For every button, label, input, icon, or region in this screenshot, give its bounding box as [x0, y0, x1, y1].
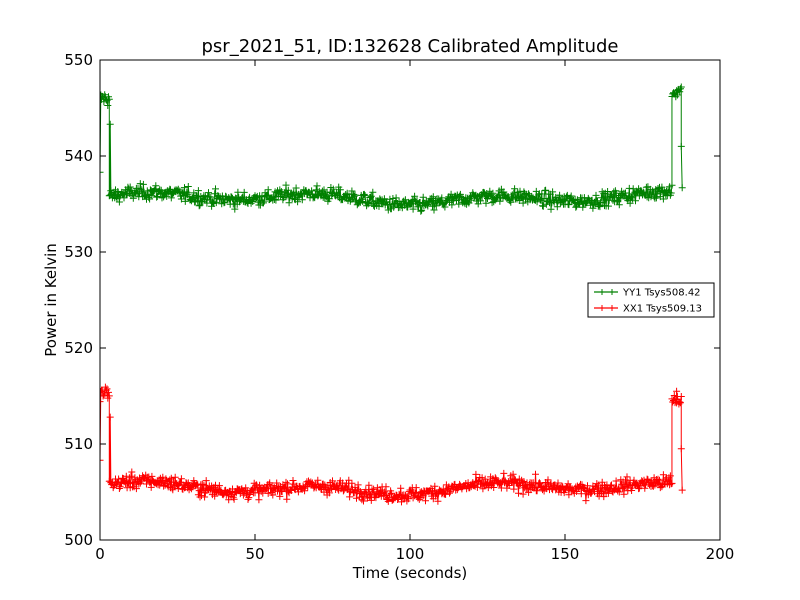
x-tick-label: 150	[551, 545, 580, 563]
legend-label: XX1 Tsys509.13	[623, 304, 702, 315]
y-tick-label: 500	[64, 531, 93, 549]
y-tick-label: 540	[64, 147, 93, 165]
x-axis-label: Time (seconds)	[352, 564, 468, 582]
y-tick-label: 520	[64, 339, 93, 357]
series-1	[100, 383, 686, 506]
chart-title: psr_2021_51, ID:132628 Calibrated Amplit…	[201, 36, 618, 57]
legend: YY1 Tsys508.42 XX1 Tsys509.13	[587, 282, 715, 318]
plot-area	[99, 59, 721, 541]
legend-entry: XX1 Tsys509.13	[594, 304, 702, 315]
y-tick-label: 550	[64, 51, 93, 69]
x-tick-label: 0	[95, 545, 105, 563]
series-0	[100, 83, 686, 215]
legend-label: YY1 Tsys508.42	[622, 288, 701, 299]
y-tick-label: 530	[64, 243, 93, 261]
y-axis-label: Power in Kelvin	[42, 243, 60, 357]
axis-tick-labels: 0 50 100 150 200 500 510 520 530 540 550	[64, 51, 734, 563]
x-tick-label: 50	[245, 545, 264, 563]
series-markers	[100, 83, 686, 215]
legend-marker	[599, 305, 615, 311]
y-tick-label: 510	[64, 435, 93, 453]
legend-box	[587, 282, 715, 318]
legend-marker	[599, 289, 615, 295]
x-tick-label: 100	[396, 545, 425, 563]
series-markers	[100, 383, 686, 506]
x-tick-label: 200	[706, 545, 735, 563]
legend-entry: YY1 Tsys508.42	[594, 288, 701, 299]
